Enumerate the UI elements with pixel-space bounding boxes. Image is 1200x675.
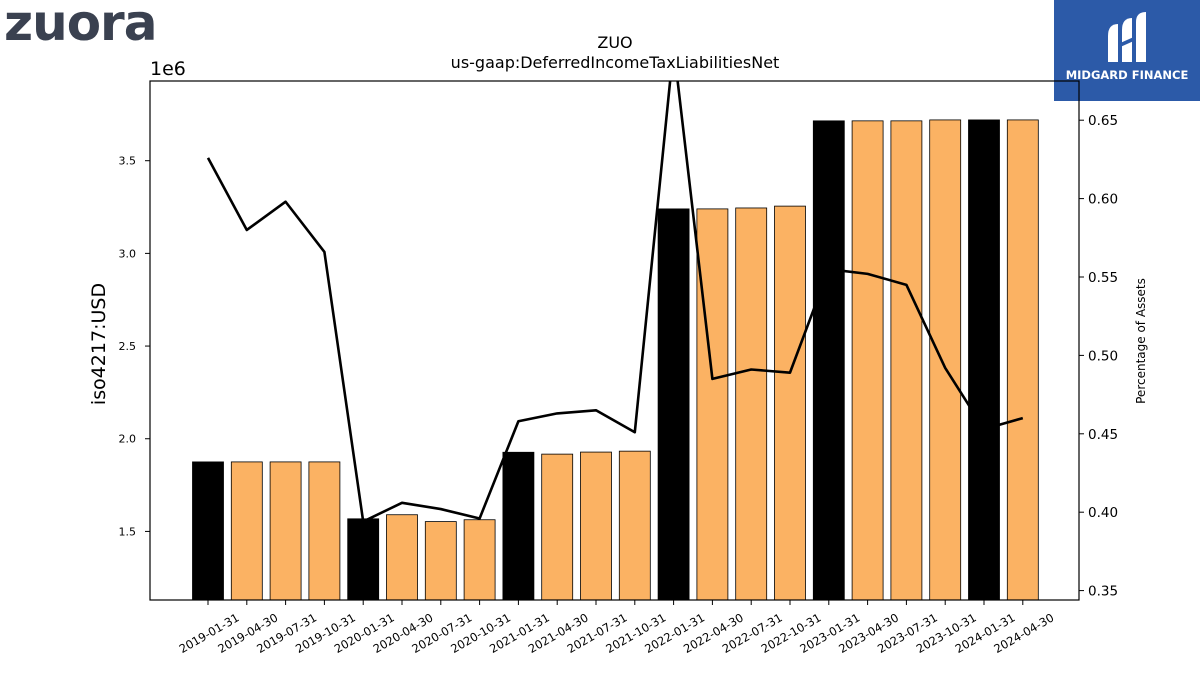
bar-2023-04-30 [851,120,884,601]
bar-2022-04-30 [696,208,729,601]
y-tick-label: 2.0 [119,433,137,446]
bar-2024-01-31 [968,119,1000,601]
y2-tick-label: 0.65 [1088,113,1118,129]
y-offset-label: 1e6 [150,58,186,80]
bar-2019-01-31 [192,461,224,601]
y2-tick-label: 0.50 [1088,348,1118,364]
left-axis: 1.5 2.0 2.5 3.0 3.5 [119,155,150,538]
y2-tick-label: 0.45 [1088,427,1118,443]
y2-tick-label: 0.40 [1088,505,1118,521]
y2-tick-label: 0.55 [1088,270,1118,286]
bar-2020-10-31 [463,519,496,601]
bar-2021-01-31 [502,451,535,601]
plot-frame [149,80,1080,601]
midgard-finance-logo: MIDGARD FINANCE [1054,0,1200,101]
x-axis: 2019-01-312019-04-302019-07-312019-10-31… [177,600,1056,656]
bar-2023-10-31 [929,119,962,601]
bar-2020-01-31 [347,518,380,601]
bar-2023-07-31 [890,120,923,601]
line-layer [206,81,1024,523]
right-axis: 0.35 0.40 0.45 0.50 0.55 0.60 0.65 [1079,113,1118,600]
y-tick-label: 1.5 [119,525,137,538]
chart-title: ZUO [597,33,632,52]
bar-2020-04-30 [386,514,418,601]
bar-2024-04-30 [1006,119,1039,601]
bar-2022-01-31 [657,208,690,601]
bar-2020-07-31 [424,521,457,601]
bar-2022-10-31 [774,205,806,601]
percentage-line [206,81,1024,523]
y-tick-label: 3.5 [119,155,137,168]
bar-2023-01-31 [812,120,845,601]
bar-2021-07-31 [580,451,612,601]
midgard-brand-text: MIDGARD FINANCE [1065,68,1189,82]
bar-2019-10-31 [308,461,341,601]
bar-2022-07-31 [735,207,768,601]
bar-2019-04-30 [230,461,263,601]
bars-layer [192,119,1039,601]
y-tick-label: 3.0 [119,247,137,260]
y-axis-label: iso4217:USD [88,283,110,405]
y2-tick-label: 0.60 [1088,192,1118,208]
y2-tick-label: 0.35 [1088,584,1118,600]
y-tick-label: 2.5 [119,340,137,353]
bar-2019-07-31 [269,461,302,601]
midgard-mark-icon [1108,12,1146,62]
bar-2021-10-31 [618,450,651,601]
chart-subtitle: us-gaap:DeferredIncomeTaxLiabilitiesNet [451,53,780,72]
y2-axis-label: Percentage of Assets [1134,278,1148,404]
zuora-logo: zuora [4,0,157,52]
bar-2021-04-30 [541,453,574,601]
